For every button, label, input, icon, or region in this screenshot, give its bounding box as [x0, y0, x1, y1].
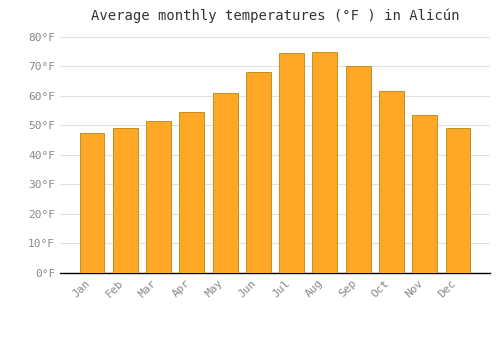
Bar	[379, 91, 404, 273]
Bar	[446, 128, 470, 273]
Bar	[346, 66, 370, 273]
Bar	[212, 93, 238, 273]
Bar	[180, 112, 204, 273]
Bar	[80, 133, 104, 273]
Bar	[279, 53, 304, 273]
Bar	[146, 121, 171, 273]
Bar	[412, 115, 437, 273]
Title: Average monthly temperatures (°F ) in Alicún: Average monthly temperatures (°F ) in Al…	[91, 8, 459, 23]
Bar	[312, 51, 338, 273]
Bar	[246, 72, 271, 273]
Bar	[113, 128, 138, 273]
